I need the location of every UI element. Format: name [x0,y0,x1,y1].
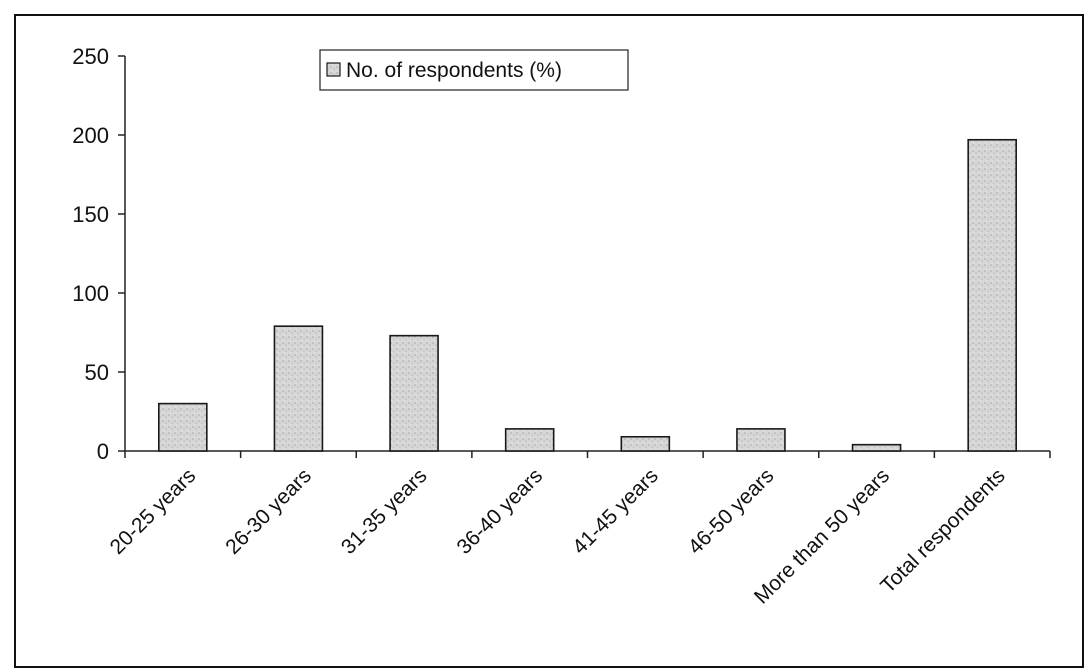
x-category-label: 20-25 years [106,464,201,559]
x-axis: 20-25 years 26-30 years 31-35 years 36-40 y… [106,450,1051,608]
bar [389,334,439,452]
y-tick-label: 250 [72,44,109,69]
legend-swatch [326,62,341,77]
bar [273,325,324,452]
x-category-label: 31-35 years [337,464,432,559]
bar [851,443,902,452]
x-category-label: 26-30 years [221,464,316,559]
y-tick-label: 200 [72,123,109,148]
x-category-label: 41-45 years [568,464,663,559]
x-category-label: 36-40 years [453,464,548,559]
y-tick-label: 50 [85,360,109,385]
legend: No. of respondents (%) [319,49,629,91]
x-category-label: 46-50 years [684,464,779,559]
bars-group [158,138,1017,452]
bar [158,402,208,452]
y-tick-label: 0 [97,439,109,464]
y-tick-label: 150 [72,202,109,227]
chart-frame [14,14,1084,668]
y-axis: 0 50 100 150 200 250 [72,44,126,464]
bar [967,138,1017,452]
bar [620,435,671,452]
legend-box [319,49,629,91]
y-tick-label: 100 [72,281,109,306]
x-category-label: Total respondents [876,464,1009,597]
legend-label: No. of respondents (%) [346,59,562,82]
bar [736,428,786,452]
bar [504,428,555,452]
